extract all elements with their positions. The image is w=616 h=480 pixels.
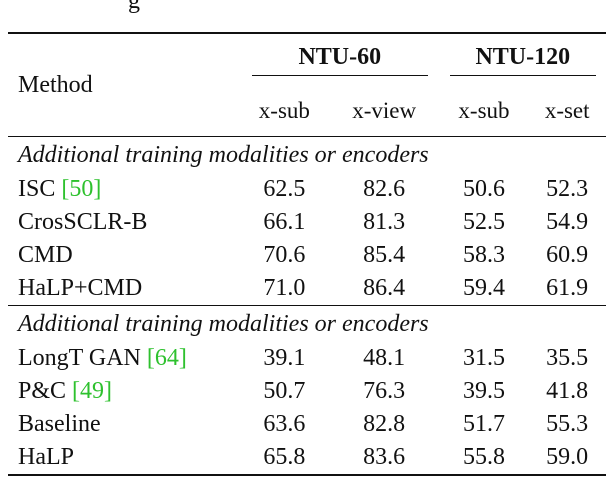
value-cell: 50.6 (462, 176, 505, 202)
table-row: HaLP 65.8 83.6 55.8 59.0 (8, 441, 606, 476)
value-cell: 81.3 (363, 209, 406, 235)
column-header: x-view (352, 98, 417, 123)
header-row-datasets: Method NTU-60 NTU-120 (8, 32, 606, 137)
value-cell: 51.7 (462, 411, 505, 437)
method-cell: LongT GAN [64] (8, 342, 240, 375)
dataset-underline-ntu60 (251, 75, 428, 76)
value-cell: 59.4 (462, 275, 505, 301)
value-cell: 83.6 (328, 441, 440, 476)
value-cell: 63.6 (263, 411, 306, 437)
method-cell: HaLP (8, 441, 240, 476)
value-cell: 61.9 (546, 275, 589, 301)
method-name: Baseline (18, 411, 101, 437)
group-title: Additional training modalities or encode… (8, 305, 606, 342)
column-header: x-sub (458, 98, 510, 123)
table-row: CrosSCLR-B 66.1 81.3 52.5 54.9 (8, 206, 606, 239)
value-cell: 70.6 (263, 242, 306, 268)
value-cell: 86.4 (363, 275, 406, 301)
table-row: LongT GAN [64] 39.1 48.1 31.5 35.5 (8, 342, 606, 375)
value-cell: 62.5 (263, 176, 306, 202)
method-name: LongT GAN (18, 345, 147, 371)
method-header: Method (8, 32, 240, 137)
method-name: ISC (18, 176, 62, 202)
table-row: ISC [50] 62.5 82.6 50.6 52.3 (8, 173, 606, 206)
value-cell: 55.3 (546, 411, 589, 437)
table-row: P&C [49] 50.7 76.3 39.5 41.8 (8, 375, 606, 408)
caption-fragment-text: g (128, 0, 140, 14)
method-cell: CrosSCLR-B (8, 206, 240, 239)
value-cell: 39.1 (263, 345, 306, 371)
table-row: CMD 70.6 85.4 58.3 60.9 (8, 239, 606, 272)
value-cell: 35.5 (546, 345, 589, 371)
dataset-header-ntu60: NTU-60 (240, 32, 440, 86)
method-cell: ISC [50] (8, 173, 240, 206)
column-header: x-sub (258, 98, 310, 123)
value-cell: 54.9 (546, 209, 589, 235)
value-cell: 59.0 (528, 441, 606, 476)
citation-link[interactable]: [64] (146, 345, 187, 371)
table-row: HaLP+CMD 71.0 86.4 59.4 61.9 (8, 272, 606, 306)
table-row: Baseline 63.6 82.8 51.7 55.3 (8, 408, 606, 441)
value-cell: 82.6 (363, 176, 406, 202)
value-cell: 71.0 (263, 275, 306, 301)
dataset-underline-ntu120 (449, 75, 597, 76)
method-cell: Baseline (8, 408, 240, 441)
method-name: HaLP+CMD (18, 275, 143, 301)
group-header-row: Additional training modalities or encode… (8, 305, 606, 342)
value-cell: 65.8 (240, 441, 329, 476)
value-cell: 85.4 (363, 242, 406, 268)
group-header-row: Additional training modalities or encode… (8, 136, 606, 173)
value-cell: 31.5 (462, 345, 505, 371)
value-cell: 82.8 (363, 411, 406, 437)
value-cell: 60.9 (546, 242, 589, 268)
value-cell: 55.8 (439, 441, 529, 476)
value-cell: 52.5 (462, 209, 505, 235)
group-title: Additional training modalities or encode… (8, 136, 606, 173)
value-cell: 58.3 (462, 242, 505, 268)
citation-link[interactable]: [50] (61, 176, 102, 202)
value-cell: 48.1 (363, 345, 406, 371)
column-header: x-set (544, 98, 590, 123)
value-cell: 50.7 (263, 378, 306, 404)
method-name: CMD (18, 242, 73, 268)
method-cell: CMD (8, 239, 240, 272)
table-body: Additional training modalities or encode… (8, 136, 606, 476)
value-cell: 66.1 (263, 209, 306, 235)
results-table: Method NTU-60 NTU-120 x-sub x-view x-sub… (8, 32, 606, 476)
dataset-name-ntu120: NTU-120 (475, 44, 571, 70)
value-cell: 52.3 (546, 176, 589, 202)
caption-fragment: g (0, 0, 616, 30)
dataset-header-ntu120: NTU-120 (439, 32, 606, 86)
method-name: P&C (18, 378, 73, 404)
method-name: CrosSCLR-B (18, 209, 148, 235)
method-cell: HaLP+CMD (8, 272, 240, 306)
method-cell: P&C [49] (8, 375, 240, 408)
dataset-name-ntu60: NTU-60 (298, 44, 382, 70)
value-cell: 76.3 (363, 378, 406, 404)
citation-link[interactable]: [49] (72, 378, 113, 404)
value-cell: 39.5 (462, 378, 505, 404)
method-name: HaLP (18, 444, 74, 470)
header-row-splits: x-sub x-view x-sub x-set (8, 86, 606, 137)
value-cell: 41.8 (546, 378, 589, 404)
